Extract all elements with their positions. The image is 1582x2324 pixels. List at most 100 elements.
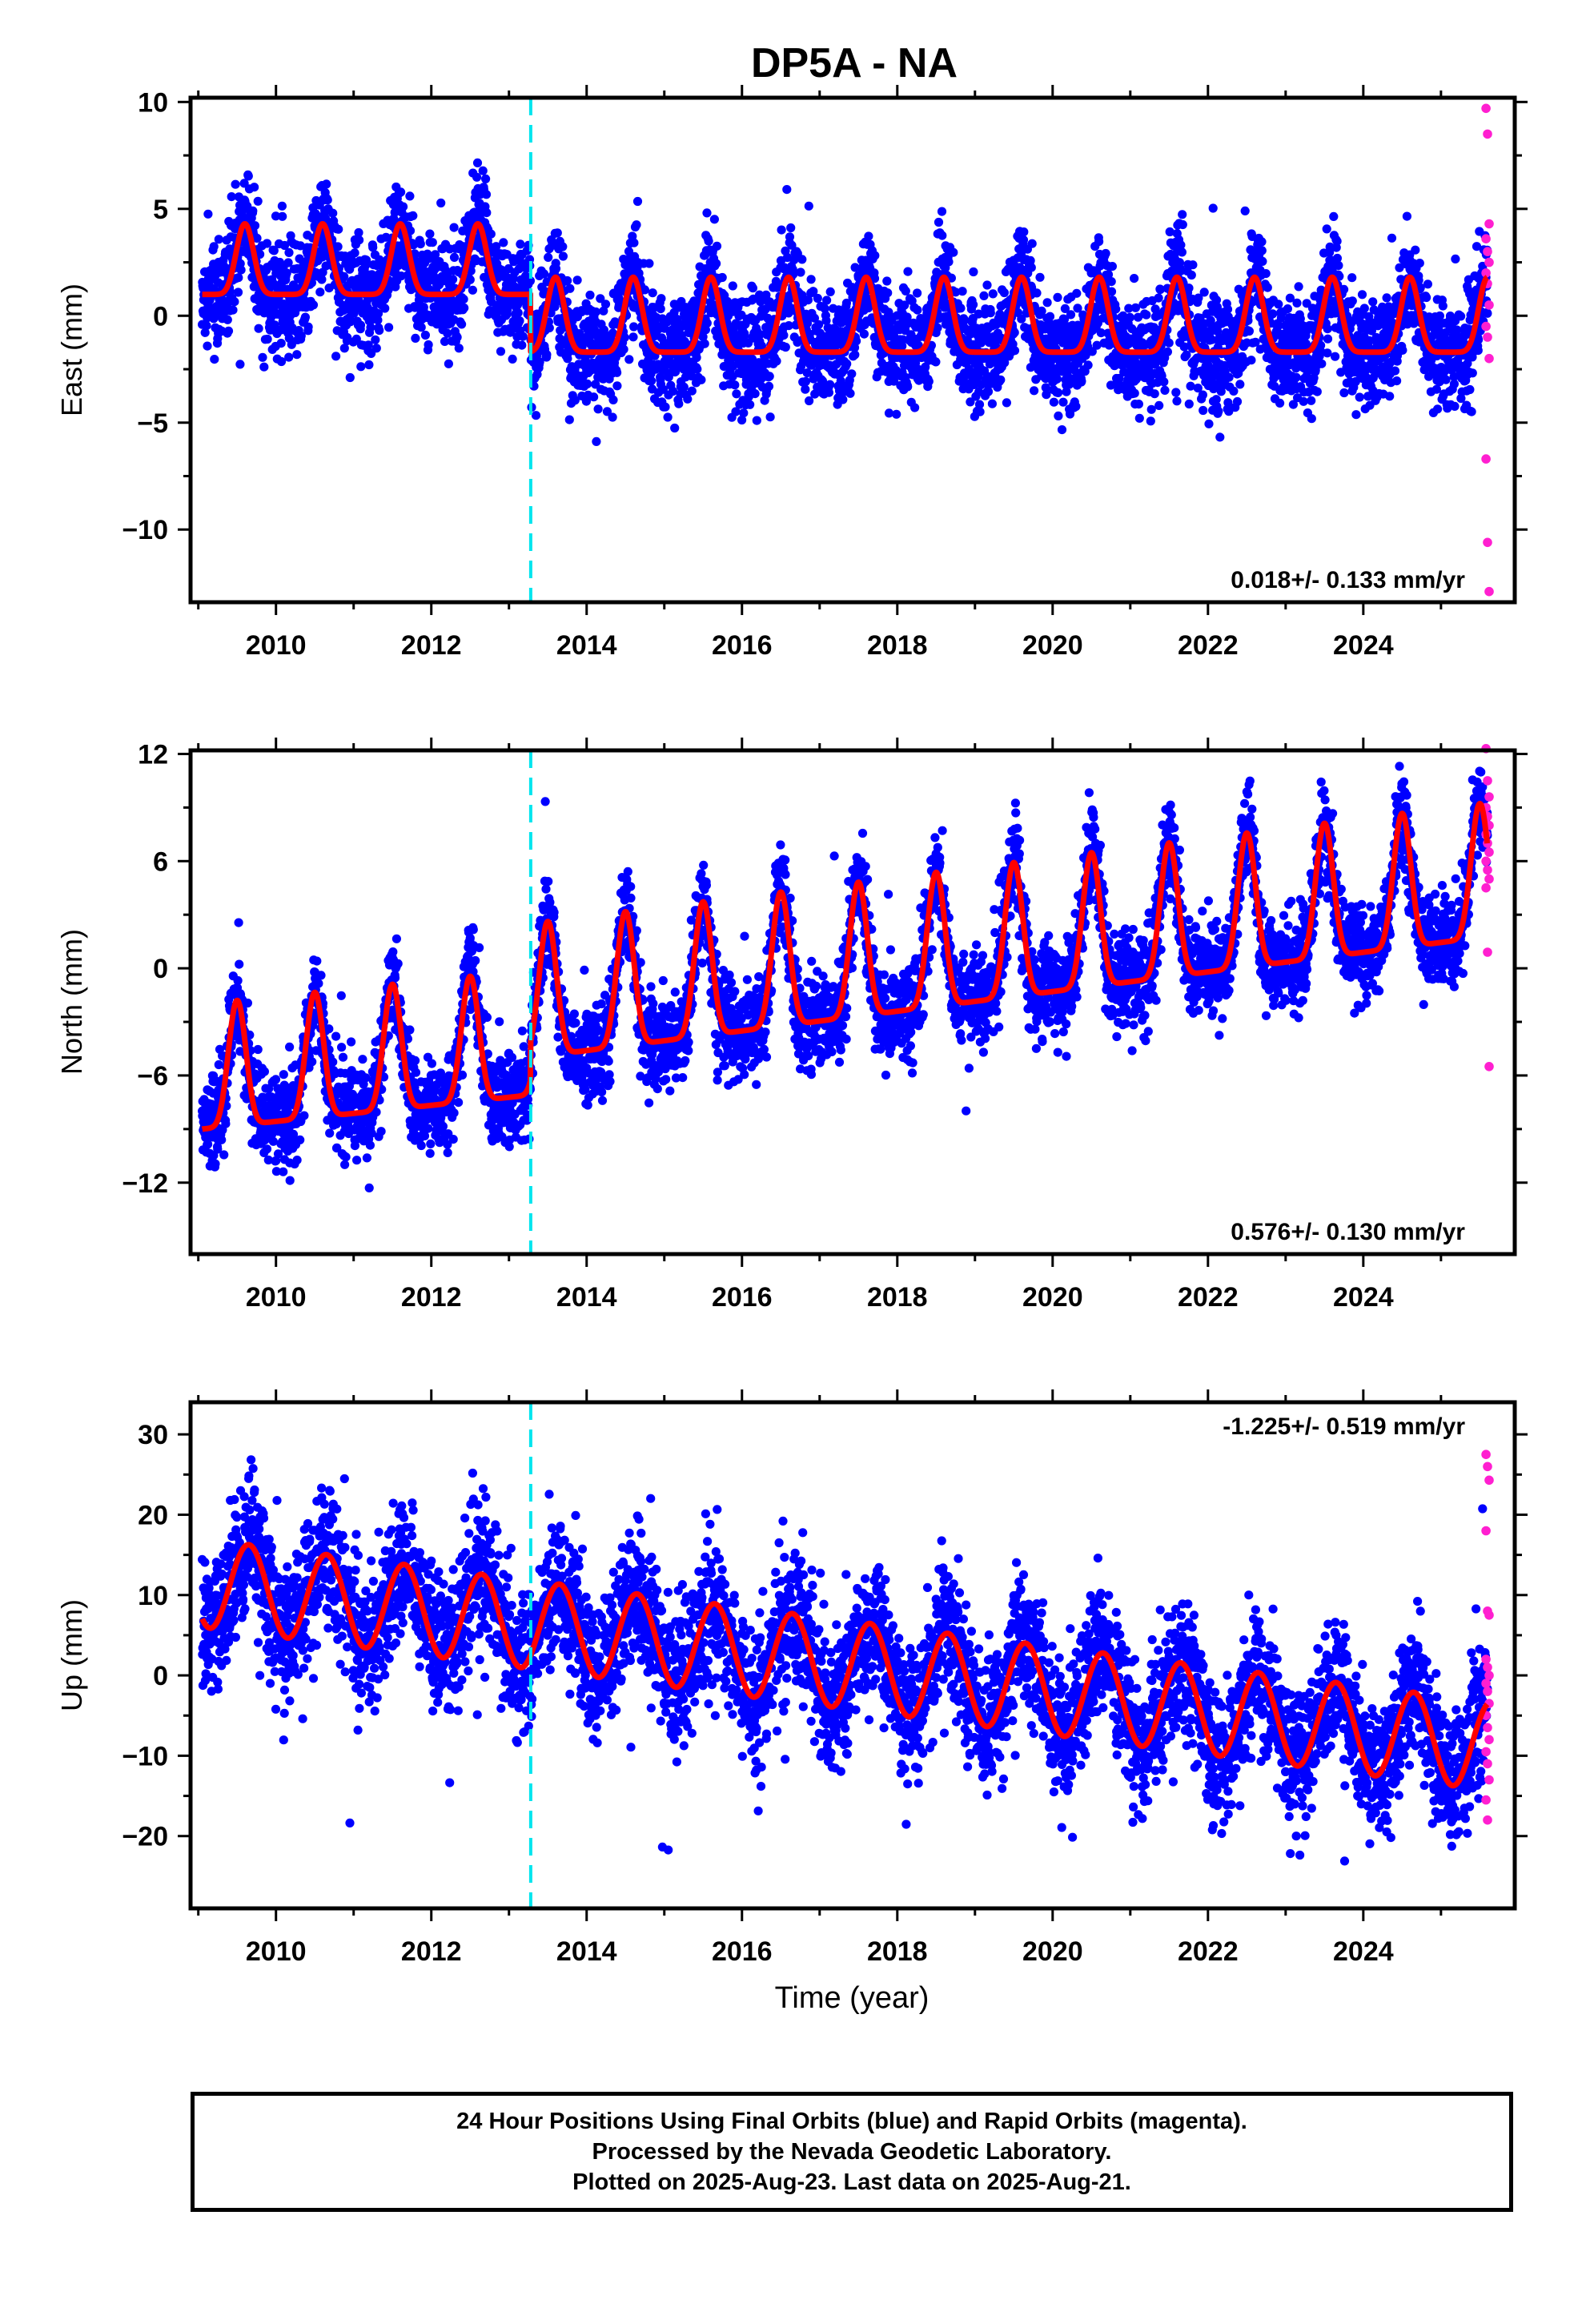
final-orbit-point — [1184, 283, 1194, 293]
final-orbit-point — [424, 340, 433, 350]
final-orbit-point — [482, 208, 492, 218]
final-orbit-point — [591, 307, 600, 317]
final-orbit-point — [674, 399, 684, 408]
final-orbit-point — [937, 207, 947, 216]
final-orbit-point — [1332, 236, 1342, 246]
final-orbit-point — [428, 238, 437, 247]
final-orbit-point — [331, 352, 341, 361]
final-orbit-point — [999, 287, 1009, 298]
final-orbit-point — [697, 375, 706, 384]
final-orbit-point — [801, 384, 810, 394]
final-orbit-point — [373, 308, 383, 319]
final-orbit-point — [227, 192, 236, 202]
final-orbit-point — [656, 294, 666, 304]
final-orbit-point — [375, 325, 384, 336]
final-orbit-point — [1146, 404, 1156, 414]
final-orbit-point — [1390, 366, 1400, 376]
final-orbit-point — [518, 332, 528, 341]
final-orbit-point — [1019, 227, 1029, 237]
east-panel: 2010 2012 2014 2016 2018 2020 2022 20241050−5−1… — [55, 85, 1528, 661]
final-orbit-point — [585, 290, 595, 300]
final-orbit-point — [986, 308, 995, 318]
final-orbit-point — [712, 259, 721, 268]
final-orbit-point — [704, 236, 713, 246]
final-orbit-point — [748, 283, 758, 293]
final-orbit-point — [1355, 392, 1364, 402]
final-orbit-point — [1415, 259, 1424, 268]
final-orbit-point — [931, 357, 941, 367]
final-orbit-point — [380, 304, 390, 313]
final-orbit-point — [996, 375, 1006, 384]
final-orbit-point — [1053, 292, 1062, 302]
final-orbit-point — [1257, 237, 1267, 247]
final-orbit-point — [1094, 237, 1104, 247]
final-orbit-point — [209, 242, 219, 251]
final-orbit-point — [269, 246, 279, 255]
final-orbit-point — [1150, 389, 1159, 399]
final-orbit-point — [1402, 211, 1411, 221]
final-orbit-point — [262, 239, 272, 248]
final-orbit-point — [396, 187, 406, 197]
final-orbit-point — [1334, 260, 1343, 271]
final-orbit-point — [1359, 304, 1369, 313]
final-orbit-point — [425, 229, 435, 239]
final-orbit-point — [988, 289, 998, 299]
final-orbit-point — [850, 350, 860, 360]
final-orbit-point — [296, 331, 306, 340]
final-orbit-point — [593, 404, 603, 414]
final-orbit-point — [1441, 375, 1451, 384]
final-orbit-point — [668, 386, 678, 396]
final-orbit-point — [203, 341, 212, 351]
final-orbit-point — [452, 332, 462, 342]
final-orbit-point — [1329, 211, 1339, 221]
final-orbit-point — [1106, 277, 1116, 287]
final-orbit-point — [709, 215, 720, 224]
final-orbit-point — [496, 347, 506, 356]
final-orbit-point — [975, 407, 985, 416]
final-orbit-point — [663, 412, 673, 422]
final-orbit-point — [1450, 401, 1460, 411]
final-orbit-point — [1323, 324, 1332, 334]
final-orbit-point — [700, 339, 709, 348]
final-orbit-point — [1317, 359, 1327, 368]
final-orbit-point — [1323, 334, 1333, 344]
final-orbit-point — [230, 297, 239, 307]
final-orbit-point — [796, 267, 805, 277]
final-orbit-point — [1045, 312, 1055, 321]
final-orbit-point — [1146, 416, 1155, 426]
final-orbit-point — [934, 217, 944, 227]
final-orbit-point — [782, 185, 792, 195]
final-orbit-point — [913, 305, 922, 315]
final-orbit-point — [1331, 352, 1340, 361]
final-orbit-point — [282, 268, 291, 278]
final-orbit-point — [1258, 256, 1267, 266]
final-orbit-point — [982, 280, 992, 290]
final-orbit-point — [1215, 432, 1225, 442]
final-orbit-point — [364, 360, 374, 370]
final-orbit-point — [600, 300, 611, 309]
final-orbit-point — [1010, 328, 1019, 337]
final-orbit-point — [1261, 269, 1271, 279]
final-orbit-point — [1049, 397, 1058, 407]
final-orbit-point — [903, 267, 913, 276]
final-orbit-point — [619, 344, 628, 354]
final-orbit-point — [592, 436, 601, 447]
final-orbit-point — [202, 321, 211, 331]
final-orbit-point — [608, 395, 618, 404]
final-orbit-point — [1283, 304, 1292, 314]
final-orbit-point — [279, 240, 290, 251]
final-orbit-point — [320, 213, 331, 223]
final-orbit-point — [1172, 396, 1182, 406]
final-orbit-point — [322, 179, 331, 189]
final-orbit-point — [1307, 396, 1316, 405]
final-orbit-point — [254, 324, 263, 333]
final-orbit-point — [436, 198, 446, 208]
final-orbit-point — [1010, 346, 1020, 356]
final-orbit-point — [870, 251, 880, 260]
final-orbit-point — [1130, 388, 1139, 398]
final-orbit-point — [231, 179, 240, 189]
final-orbit-point — [563, 275, 572, 286]
final-orbit-point — [449, 223, 459, 232]
final-orbit-point — [235, 360, 245, 369]
